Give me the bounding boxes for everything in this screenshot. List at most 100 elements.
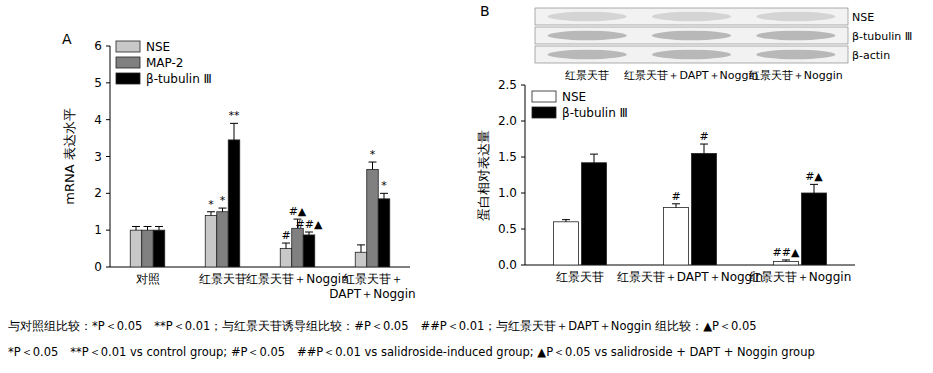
y-tick-label: 5	[94, 76, 102, 90]
bar	[692, 153, 717, 265]
error-bar	[219, 208, 227, 212]
error-bar	[562, 220, 570, 222]
panel-0: AmRNA 表达水平0123456对照红景天苷红景天苷＋Noggin红景天苷＋D…	[62, 31, 416, 301]
blot-row-label: β-actin	[852, 49, 890, 62]
x-tick-label: 红景天苷	[199, 272, 247, 286]
y-tick	[521, 229, 525, 230]
legend-swatch	[532, 91, 556, 102]
significance-label: **	[229, 109, 241, 122]
error-bar	[230, 123, 238, 140]
y-tick	[106, 230, 110, 231]
significance-label: ##▲	[773, 246, 800, 259]
bar	[303, 235, 315, 267]
legend-label: MAP-2	[146, 56, 184, 70]
blot-strip	[535, 8, 848, 25]
x-tick-label: 红景天苷	[556, 270, 604, 284]
footnote: *P＜0.05 **P＜0.01 vs control group; #P＜0.…	[8, 345, 815, 359]
blot-band	[756, 31, 835, 41]
bar	[664, 207, 689, 265]
y-tick	[521, 85, 525, 86]
significance-label: ##▲	[296, 218, 323, 231]
blot-lane-label: 红景天苷＋DAPT＋Noggin	[624, 69, 758, 82]
bar	[205, 215, 217, 267]
blot-band	[548, 31, 627, 41]
blot-row-label: NSE	[852, 11, 874, 24]
significance-label: #	[281, 229, 290, 242]
error-bar	[207, 212, 215, 216]
blot-strip	[535, 46, 848, 63]
panel-label: A	[62, 31, 72, 47]
error-bar	[672, 204, 680, 208]
blot-band	[652, 12, 731, 22]
error-bar	[810, 184, 818, 193]
significance-label: *	[220, 194, 226, 207]
legend-label: NSE	[146, 40, 170, 54]
blot-band	[652, 50, 731, 60]
significance-label: *	[381, 179, 387, 192]
error-bar	[155, 226, 163, 230]
y-tick	[106, 267, 110, 268]
legend-swatch	[116, 73, 140, 84]
significance-label: *	[208, 198, 214, 211]
footnote: 与对照组比较：*P＜0.05 **P＜0.01；与红景天苷诱导组比较：#P＜0.…	[8, 319, 757, 333]
bar	[142, 230, 154, 267]
significance-label: #	[699, 130, 708, 143]
x-tick-label: 对照	[136, 272, 160, 286]
y-tick	[106, 156, 110, 157]
blot-band	[756, 12, 835, 22]
y-tick-label: 1.0	[498, 186, 517, 200]
y-tick-label: 2.5	[498, 78, 517, 92]
legend-label: β-tubulin Ⅲ	[562, 106, 628, 120]
y-tick	[106, 193, 110, 194]
error-bar	[700, 144, 708, 153]
y-tick-label: 0.5	[498, 222, 517, 236]
blot-row-label: β-tubulin Ⅲ	[852, 30, 912, 43]
y-axis-label: 蛋白相对表达量	[476, 130, 491, 221]
bar	[367, 169, 379, 267]
y-tick	[106, 82, 110, 83]
error-bar	[305, 232, 313, 235]
y-tick-label: 0.0	[498, 258, 517, 272]
error-bar	[357, 245, 365, 252]
y-tick	[106, 119, 110, 120]
error-bar	[282, 243, 290, 249]
y-tick-label: 4	[94, 113, 102, 127]
significance-label: #	[671, 190, 680, 203]
y-tick-label: 6	[94, 39, 102, 53]
y-tick-label: 0	[94, 260, 102, 274]
text-line: DAPT＋Noggin	[329, 287, 415, 301]
significance-label: #▲	[289, 205, 307, 218]
bar	[802, 193, 827, 265]
legend-swatch	[116, 57, 140, 68]
text-line: 红景天苷＋	[343, 272, 403, 286]
blot-strip	[535, 27, 848, 44]
y-tick	[106, 46, 110, 47]
error-bar	[380, 193, 388, 199]
legend-label: β-tubulin Ⅲ	[146, 72, 212, 86]
y-tick	[521, 157, 525, 158]
bar	[582, 163, 607, 265]
y-tick	[521, 193, 525, 194]
legend-swatch	[532, 107, 556, 118]
error-bar	[144, 226, 152, 230]
y-tick-label: 1.5	[498, 150, 517, 164]
y-tick-label: 1	[94, 223, 102, 237]
y-tick-label: 3	[94, 150, 102, 164]
blot-band	[548, 50, 627, 60]
bar	[554, 222, 579, 265]
blot-band	[652, 31, 731, 41]
y-tick	[521, 121, 525, 122]
error-bar	[132, 226, 140, 230]
bar	[153, 230, 165, 267]
bar	[292, 228, 304, 267]
y-axis-line	[525, 85, 526, 265]
y-tick-label: 2	[94, 186, 102, 200]
blot-lane-label: 红景天苷＋Noggin	[749, 69, 843, 82]
x-tick-label: 红景天苷＋DAPT＋Noggin	[617, 270, 763, 284]
blot-lane-label: 红景天苷	[565, 69, 609, 82]
bar	[774, 261, 799, 265]
bar	[217, 212, 229, 267]
x-tick-label: 红景天苷＋Noggin	[246, 272, 349, 286]
plot-area	[130, 123, 390, 267]
bar	[228, 140, 240, 267]
